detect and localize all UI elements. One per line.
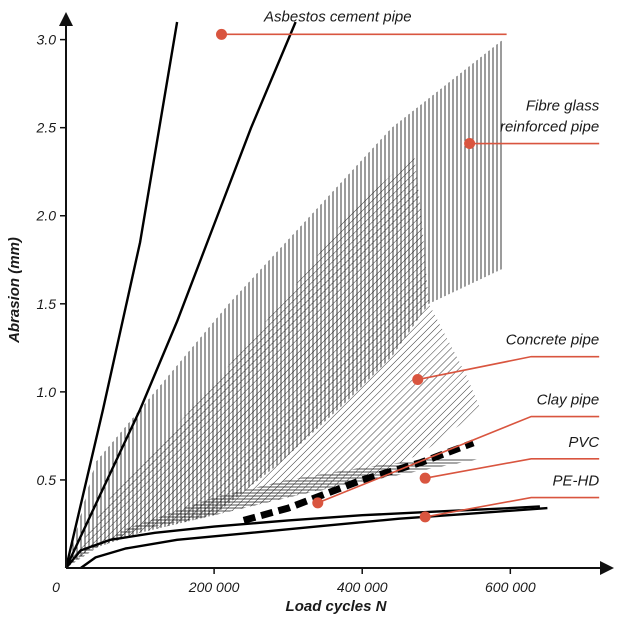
annotations: Asbestos cement pipe Fibre glass reinforce…: [216, 8, 600, 523]
annotation-label: PVC: [568, 434, 599, 451]
annotation-label: Asbestos cement pipe: [263, 8, 412, 25]
marker-dot-icon: [419, 511, 431, 523]
x-tick-label: 600 000: [485, 579, 536, 595]
x-axis-arrow-icon: [600, 561, 614, 575]
marker-dot-icon: [412, 374, 424, 386]
annotation-label: PE-HD: [553, 473, 600, 490]
axes: [59, 12, 614, 575]
annotation-label: Clay pipe: [537, 392, 600, 409]
line-asbestos-steep: [64, 21, 179, 569]
annotation-label: Concrete pipe: [506, 332, 599, 349]
y-tick-label: 1.0: [37, 384, 57, 400]
annotation-label: Fibre glass reinforced pipe: [500, 98, 600, 136]
y-tick-label: 1.5: [37, 296, 57, 312]
leader-line: [417, 355, 600, 381]
x-tick-label: 400 000: [337, 579, 388, 595]
ticks: 200 000 400 000 600 000 0.5 1.0 1.5 2.0 2.5 3.0: [36, 32, 536, 595]
leader-line: [317, 415, 600, 504]
marker-dot-icon: [464, 138, 476, 150]
x-axis-title: Load cycles N: [286, 598, 388, 615]
y-tick-label: 2.0: [36, 208, 57, 224]
x-tick-label: 200 000: [188, 579, 240, 595]
band-concrete: [66, 154, 481, 568]
y-tick-label: 2.5: [36, 120, 57, 136]
line-asbestos-main: [64, 21, 297, 569]
y-axis-arrow-icon: [59, 12, 73, 26]
y-tick-label: 0.5: [37, 472, 57, 488]
line-pe-hd-lower: [80, 506, 548, 569]
curves: [64, 21, 548, 569]
leader-line: [425, 458, 600, 479]
marker-dot-icon: [216, 28, 228, 40]
y-tick-label: 3.0: [37, 32, 57, 48]
marker-dot-icon: [312, 497, 324, 509]
y-axis-title: Abrasion (mm): [6, 237, 23, 344]
marker-dot-icon: [419, 472, 431, 484]
origin-label: 0: [52, 579, 60, 595]
leader-line: [425, 496, 600, 518]
line-pvc: [242, 439, 475, 524]
hatched-bands: [66, 39, 503, 569]
line-pe-hd-upper: [65, 505, 540, 569]
